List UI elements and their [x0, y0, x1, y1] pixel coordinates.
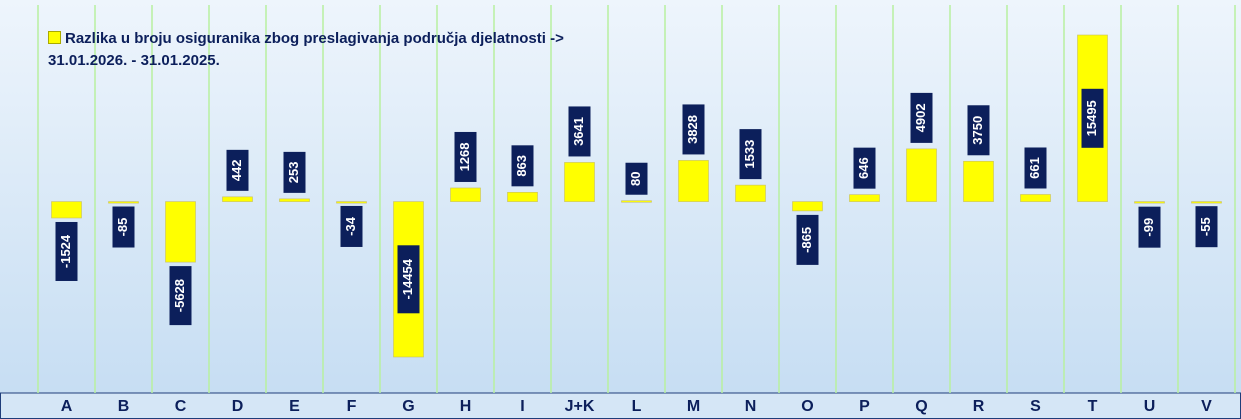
x-tick-label: T: [1088, 398, 1098, 415]
bar: [963, 160, 994, 202]
data-label-box: [682, 104, 705, 155]
data-label-box: [796, 214, 819, 265]
bar: [336, 201, 367, 204]
bar: [165, 201, 196, 263]
x-tick-label: M: [687, 398, 700, 415]
bar: [1134, 201, 1165, 204]
data-label-box: [967, 105, 990, 156]
legend-swatch: [48, 31, 61, 44]
data-label: 661: [1027, 157, 1042, 179]
data-label: -85: [115, 218, 130, 237]
data-label: -5628: [172, 279, 187, 312]
x-tick-label: D: [232, 398, 244, 415]
data-label-box: [853, 147, 876, 189]
data-label-box: [397, 245, 420, 314]
x-tick-label: L: [632, 398, 642, 415]
category-band: [0, 392, 1241, 419]
x-tick-label: A: [61, 398, 73, 415]
data-label-box: [511, 145, 534, 187]
data-label-box: [568, 106, 591, 157]
data-label-box: [625, 162, 648, 195]
data-label: 1533: [742, 140, 757, 169]
bar: [735, 184, 766, 202]
bar: [564, 162, 595, 202]
x-tick-label: O: [801, 398, 813, 415]
data-label: 863: [514, 155, 529, 177]
data-label-box: [283, 151, 306, 193]
data-label: -99: [1141, 218, 1156, 237]
data-label: -865: [799, 227, 814, 253]
x-tick-label: H: [460, 398, 472, 415]
bar: [849, 194, 880, 202]
data-label: 15495: [1084, 100, 1099, 136]
bar: [507, 192, 538, 202]
x-tick-label: S: [1030, 398, 1041, 415]
data-label-box: [739, 129, 762, 180]
bar: [792, 201, 823, 212]
x-tick-label: R: [973, 398, 985, 415]
data-label: 646: [856, 157, 871, 179]
legend-label: Razlika u broju osiguranika zbog preslag…: [48, 30, 564, 69]
data-label-box: [169, 266, 192, 326]
bar: [678, 160, 709, 202]
data-label: 3641: [571, 117, 586, 146]
data-label-box: [55, 221, 78, 281]
data-label-box: [1081, 88, 1104, 148]
x-tick-label: C: [175, 398, 187, 415]
bar: [1191, 201, 1222, 204]
bar: [279, 198, 310, 202]
data-label-box: [1138, 206, 1161, 248]
bar: [222, 196, 253, 202]
bar: [450, 187, 481, 202]
x-tick-label: G: [402, 398, 414, 415]
data-label-box: [1195, 206, 1218, 248]
data-label: -1524: [58, 234, 73, 268]
data-label: 80: [628, 172, 643, 186]
data-label: 1268: [457, 143, 472, 172]
x-tick-label: N: [745, 398, 757, 415]
bar: [621, 200, 652, 203]
x-tick-label: F: [347, 398, 357, 415]
bar: [1020, 194, 1051, 202]
data-label: 3828: [685, 115, 700, 144]
data-label-box: [454, 131, 477, 182]
data-label-box: [112, 206, 135, 248]
x-tick-label: E: [289, 398, 300, 415]
x-tick-label: I: [520, 398, 524, 415]
legend: Razlika u broju osiguranika zbog preslag…: [48, 28, 588, 72]
data-label-box: [340, 205, 363, 247]
x-tick-label: P: [859, 398, 870, 415]
data-label-box: [1024, 147, 1047, 189]
data-label: 4902: [913, 103, 928, 132]
x-tick-label: Q: [915, 398, 927, 415]
data-label: -55: [1198, 217, 1213, 236]
bar: [108, 201, 139, 204]
data-label-box: [910, 92, 933, 143]
bar: [906, 148, 937, 202]
x-tick-label: U: [1144, 398, 1156, 415]
data-label: 253: [286, 162, 301, 184]
x-tick-label: V: [1201, 398, 1212, 415]
bar: [51, 201, 82, 219]
data-label: -14454: [400, 258, 415, 299]
data-label: 442: [229, 159, 244, 181]
data-label-box: [226, 149, 249, 191]
x-tick-label: B: [118, 398, 130, 415]
data-label: 3750: [970, 116, 985, 145]
x-tick-label: J+K: [565, 398, 595, 415]
data-label: -34: [343, 216, 358, 236]
